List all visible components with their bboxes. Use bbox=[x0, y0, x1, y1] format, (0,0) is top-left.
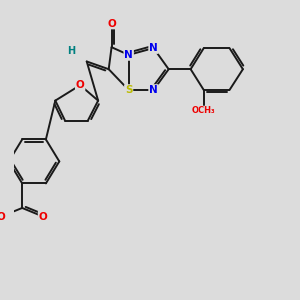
Text: N: N bbox=[124, 50, 133, 60]
Text: O: O bbox=[107, 19, 116, 28]
Text: N: N bbox=[149, 43, 158, 53]
Text: O: O bbox=[76, 80, 85, 90]
Text: O: O bbox=[0, 212, 5, 221]
Text: OCH₃: OCH₃ bbox=[192, 106, 216, 116]
Text: N: N bbox=[149, 85, 158, 95]
Text: O: O bbox=[39, 212, 47, 221]
Text: S: S bbox=[125, 85, 132, 95]
Text: H: H bbox=[68, 46, 76, 56]
